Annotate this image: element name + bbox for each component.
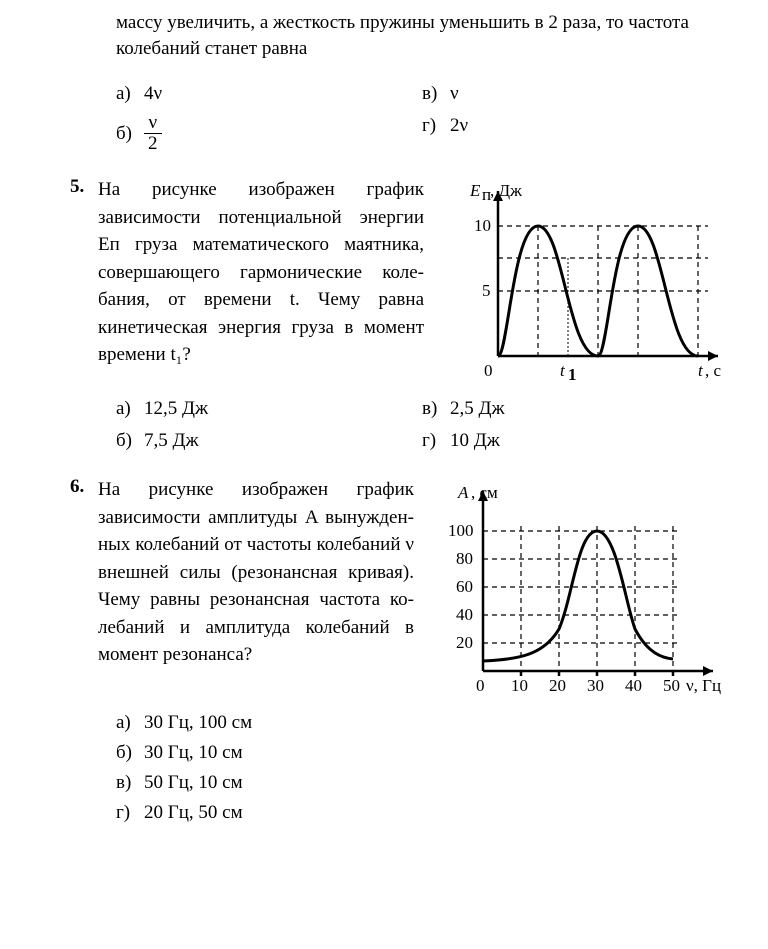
option-letter: а) [116, 398, 144, 420]
xtick-30: 30 [587, 676, 604, 695]
option-value: 30 Гц, 10 см [144, 742, 243, 764]
question-number: 5. [70, 176, 98, 198]
svg-text:, Дж: , Дж [490, 181, 522, 200]
physics-test-page: массу увеличить, а жесткость пружины уме… [0, 0, 768, 860]
option-letter: г) [422, 430, 450, 452]
q6-option-g: г) 20 Гц, 50 см [116, 800, 728, 826]
q6-chart: A, см 100 80 60 40 20 0 10 20 30 40 50 ν… [428, 476, 728, 706]
q5-chart: E п , Дж 10 5 0 t 1 t , с [438, 176, 728, 386]
option-value: 30 Гц, 100 см [144, 712, 252, 734]
q4-option-a: а) 4ν [116, 81, 422, 107]
q5-option-g: г) 10 Дж [422, 428, 728, 454]
q4-options-col-left: а) 4ν б) ν 2 [116, 75, 422, 160]
q4-intro-text: массу увеличить, а жесткость пружины уме… [116, 10, 728, 61]
q4-option-v: в) ν [422, 81, 728, 107]
q5-option-b: б) 7,5 Дж [116, 428, 422, 454]
ytick-20: 20 [456, 633, 473, 652]
question-number: 6. [70, 476, 98, 498]
energy-time-graph: E п , Дж 10 5 0 t 1 t , с [438, 176, 728, 386]
option-letter: г) [116, 802, 144, 824]
q5: 5. На рисунке изображен график зависимос… [70, 176, 728, 386]
option-letter: б) [116, 742, 144, 764]
ytick-80: 80 [456, 549, 473, 568]
svg-text:t: t [560, 361, 566, 380]
q5-options-col-right: в) 2,5 Дж г) 10 Дж [422, 390, 728, 460]
resonance-curve-graph: A, см 100 80 60 40 20 0 10 20 30 40 50 ν… [428, 476, 728, 706]
ytick-60: 60 [456, 577, 473, 596]
option-letter: в) [422, 83, 450, 105]
q6-options: а) 30 Гц, 100 см б) 30 Гц, 10 см в) 50 Г… [116, 710, 728, 826]
svg-text:ν, Гц: ν, Гц [686, 676, 721, 695]
option-value: ν [450, 83, 459, 105]
option-letter: в) [422, 398, 450, 420]
option-letter: в) [116, 772, 144, 794]
q5-option-v: в) 2,5 Дж [422, 396, 728, 422]
xtick-50: 50 [663, 676, 680, 695]
fraction-numerator: ν [144, 113, 162, 134]
svg-text:E: E [469, 181, 481, 200]
q6-option-a: а) 30 Гц, 100 см [116, 710, 728, 736]
option-letter: а) [116, 712, 144, 734]
q4-option-g: г) 2ν [422, 113, 728, 139]
option-value: 7,5 Дж [144, 430, 199, 452]
ytick-0: 0 [484, 361, 493, 380]
option-value: 12,5 Дж [144, 398, 208, 420]
svg-text:, см: , см [471, 483, 498, 502]
q4-options: а) 4ν б) ν 2 в) ν г) 2ν [116, 75, 728, 160]
svg-text:, с: , с [705, 361, 722, 380]
option-letter: г) [422, 115, 450, 137]
q5-options-col-left: а) 12,5 Дж б) 7,5 Дж [116, 390, 422, 460]
q4-options-col-right: в) ν г) 2ν [422, 75, 728, 160]
option-value: 50 Гц, 10 см [144, 772, 243, 794]
xtick-10: 10 [511, 676, 528, 695]
question-text: На рисунке изображен график зависимости … [98, 176, 424, 386]
ytick-5: 5 [482, 281, 491, 300]
option-value: 4ν [144, 83, 162, 105]
question-text: На рисунке изображен график зависимости … [98, 476, 414, 706]
xtick-0: 0 [476, 676, 485, 695]
svg-text:1: 1 [568, 365, 577, 384]
option-value: 20 Гц, 50 см [144, 802, 243, 824]
ytick-40: 40 [456, 605, 473, 624]
question-body: На рисунке изображен график зависимости … [98, 176, 728, 386]
svg-text:A: A [457, 483, 469, 502]
q6-option-b: б) 30 Гц, 10 см [116, 740, 728, 766]
fraction: ν 2 [144, 113, 162, 154]
option-letter: б) [116, 123, 144, 145]
ytick-10: 10 [474, 216, 491, 235]
xtick-40: 40 [625, 676, 642, 695]
fraction-denominator: 2 [144, 134, 162, 154]
ytick-100: 100 [448, 521, 474, 540]
q5-option-a: а) 12,5 Дж [116, 396, 422, 422]
xtick-20: 20 [549, 676, 566, 695]
svg-text:t: t [698, 361, 704, 380]
q6-option-v: в) 50 Гц, 10 см [116, 770, 728, 796]
q5-options: а) 12,5 Дж б) 7,5 Дж в) 2,5 Дж г) 10 Дж [116, 390, 728, 460]
option-letter: б) [116, 430, 144, 452]
option-value: 2,5 Дж [450, 398, 505, 420]
option-value: 10 Дж [450, 430, 500, 452]
option-letter: а) [116, 83, 144, 105]
q4-option-b: б) ν 2 [116, 113, 422, 154]
q6: 6. На рисунке изображен график зависимос… [70, 476, 728, 706]
option-value: 2ν [450, 115, 468, 137]
question-body: На рисунке изображен график зависимости … [98, 476, 728, 706]
